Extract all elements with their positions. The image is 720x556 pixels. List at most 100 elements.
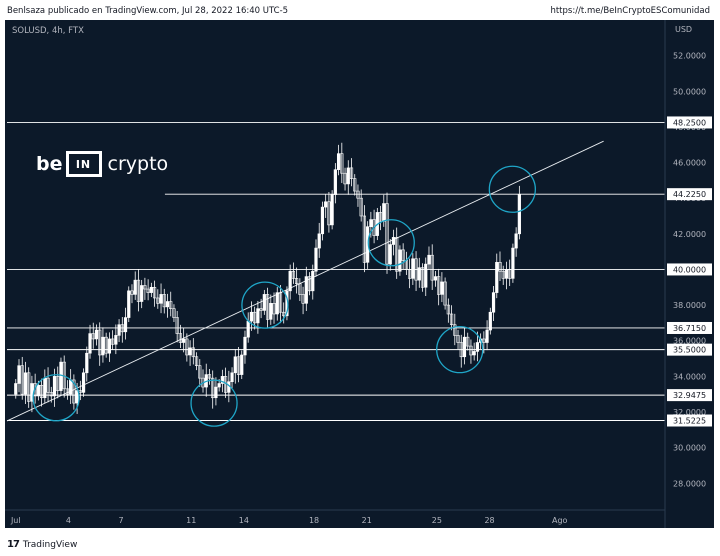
candle-body (98, 329, 102, 356)
candle-body (172, 308, 176, 318)
candle-body (488, 311, 492, 331)
candle-body (182, 338, 186, 343)
candle-body (59, 361, 63, 391)
candle-body (243, 336, 247, 356)
currency-label: USD (675, 25, 692, 34)
candle (120, 317, 124, 343)
candle-body (336, 153, 341, 170)
candle (424, 257, 428, 297)
candle (349, 158, 354, 187)
candle (133, 271, 137, 300)
candle-body (20, 365, 24, 395)
candle-body (127, 290, 131, 318)
candle-body (194, 356, 199, 366)
candle (320, 201, 325, 241)
chart-area[interactable]: USD 28.0000 30.0000 32.0000 34.0000 36.0000 38… (5, 20, 714, 528)
candle-body (433, 276, 438, 281)
candle-body (372, 219, 376, 236)
candle-body (104, 336, 108, 354)
level-tag-label: 48.2500 (673, 118, 706, 127)
price-axis[interactable]: USD 28.0000 30.0000 32.0000 34.0000 36.0000 38… (664, 20, 712, 528)
candle-body (43, 377, 47, 399)
candle-body (408, 269, 412, 279)
candle (143, 277, 147, 300)
candle (165, 293, 170, 318)
candle (453, 313, 457, 346)
candle (504, 261, 509, 290)
logo-in-box: IN (65, 151, 102, 177)
candle (178, 324, 183, 349)
community-link[interactable]: https://t.me/BeInCryptoESComunidad (550, 6, 710, 16)
candle-body (278, 292, 283, 313)
price-tick-label: 46.0000 (673, 159, 706, 168)
candle (265, 287, 270, 329)
candle-body (120, 324, 124, 333)
candle-body (233, 356, 237, 374)
price-chart[interactable]: USD 28.0000 30.0000 32.0000 34.0000 36.0000 38… (5, 20, 714, 528)
candle-body (395, 237, 399, 272)
tradingview-logo-icon: 17 (7, 539, 20, 550)
candle (514, 227, 518, 257)
candle (259, 298, 263, 319)
candle-body (324, 201, 328, 208)
publisher-text: Benlsaza publicado en TradingView.com, J… (7, 6, 289, 16)
candle (333, 163, 337, 204)
candle (162, 288, 166, 314)
level-tag (667, 263, 712, 276)
candle (56, 366, 60, 399)
candle-body (346, 167, 350, 185)
candle-body (185, 338, 189, 356)
candle (304, 266, 308, 311)
candle-body (39, 384, 44, 399)
candle-body (459, 342, 463, 358)
candle (443, 277, 447, 310)
candle (243, 330, 247, 364)
candle-body (49, 392, 53, 397)
price-tick-label: 38.0000 (673, 301, 706, 310)
candle (298, 278, 302, 301)
candle-body (101, 336, 105, 356)
candle-body (469, 345, 473, 356)
candle (462, 327, 467, 365)
candle (475, 331, 479, 362)
candle-body (504, 269, 509, 279)
candle-body (356, 190, 360, 199)
candle (185, 333, 189, 362)
candle (307, 272, 312, 296)
candlesticks (14, 142, 521, 414)
candle (198, 359, 202, 387)
level-tag (667, 389, 712, 402)
candle (107, 332, 111, 362)
candle-body (140, 285, 144, 302)
candle (498, 251, 502, 282)
candle-body (117, 324, 121, 336)
candle-body (230, 372, 234, 383)
candle (430, 244, 434, 290)
candle (59, 357, 63, 396)
candle (427, 246, 431, 270)
candle (408, 258, 412, 289)
candle (175, 310, 179, 343)
candle-body (146, 288, 150, 293)
candle-body (420, 267, 425, 288)
candle (236, 346, 241, 383)
candle-body (152, 286, 157, 299)
candle (17, 359, 21, 393)
candle-body (130, 290, 134, 295)
candle-body (236, 356, 241, 375)
time-axis[interactable]: Jul 4 7 11 14 18 21 25 28 Ago (5, 509, 665, 525)
highlight-circle (367, 219, 415, 267)
candle (411, 253, 415, 285)
level-tag (667, 321, 712, 334)
candle-body (162, 294, 166, 308)
candle (330, 190, 334, 230)
tradingview-brand[interactable]: 17 TradingView (7, 539, 77, 550)
candle (382, 194, 386, 227)
candle (72, 374, 76, 410)
candle-body (440, 281, 444, 295)
candle (85, 346, 89, 382)
candle (404, 251, 408, 275)
candle-body (466, 336, 470, 347)
candle-body (430, 254, 434, 281)
candle (20, 356, 24, 400)
